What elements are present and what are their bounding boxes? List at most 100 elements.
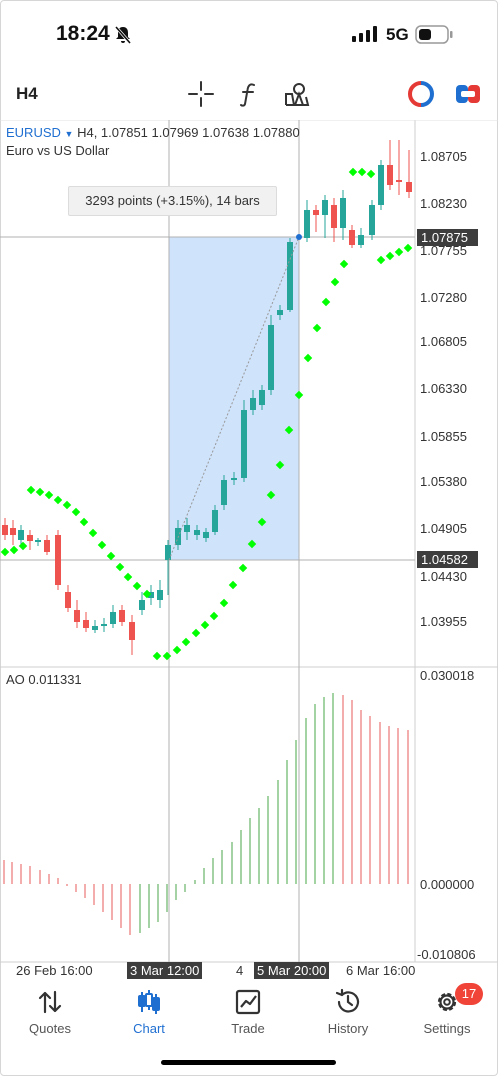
tab-label: Chart <box>133 1021 165 1036</box>
candle-body <box>119 610 125 622</box>
candle-body <box>387 165 393 185</box>
sar-dot <box>348 167 358 177</box>
candle-body <box>83 620 89 628</box>
candle-body <box>110 612 116 624</box>
candle-body <box>139 600 145 610</box>
price-chart[interactable] <box>0 120 498 980</box>
sar-dot <box>275 460 285 470</box>
date-label: 4 <box>236 963 244 978</box>
price-label: 1.05855 <box>420 429 467 444</box>
sar-dot <box>0 547 10 557</box>
candle-body <box>277 310 283 315</box>
sar-dot <box>266 490 276 500</box>
sar-dot <box>339 259 349 269</box>
tab-trade[interactable]: Trade <box>198 980 298 1040</box>
sar-dot <box>62 500 72 510</box>
sar-dot <box>284 425 294 435</box>
sar-dot <box>238 563 248 573</box>
one-click-trading-icon[interactable] <box>407 80 435 108</box>
gear-icon <box>437 992 457 1012</box>
sar-dot <box>376 255 386 265</box>
sar-dot <box>162 651 172 661</box>
tab-label: Trade <box>231 1021 265 1036</box>
sar-dot <box>26 485 36 495</box>
status-bar: 18:24 5G <box>0 0 498 70</box>
sar-dot <box>394 247 404 257</box>
tab-settings[interactable]: Settings <box>397 980 497 1040</box>
candle-body <box>221 480 227 505</box>
indicator-label: AO 0.011331 <box>6 672 82 687</box>
crosshair-date-marker: 5 Mar 20:00 <box>254 962 330 979</box>
cellular-signal-icon <box>352 26 377 42</box>
candle-body <box>165 545 171 560</box>
price-label: 1.04430 <box>420 569 467 584</box>
candle-body <box>27 535 33 541</box>
silent-bell-icon <box>114 26 132 44</box>
symbol-name[interactable]: EURUSD <box>6 125 61 140</box>
date-label: 6 Mar 16:00 <box>346 963 416 978</box>
objects-icon[interactable] <box>283 80 311 108</box>
measure-tooltip: 3293 points (+3.15%), 14 bars <box>68 186 277 216</box>
chart-grid <box>0 120 498 963</box>
trade-icon <box>235 989 261 1015</box>
candlesticks <box>2 140 412 655</box>
function-icon[interactable] <box>235 80 263 108</box>
sar-dot <box>152 651 162 661</box>
candle-body <box>203 532 209 538</box>
measure-selection <box>169 237 299 560</box>
candle-body <box>304 210 310 238</box>
sar-dot <box>172 645 182 655</box>
sar-dot <box>132 581 142 591</box>
current-price-marker: 1.07875 <box>417 229 478 246</box>
candle-body <box>406 182 412 192</box>
sar-dot <box>303 353 313 363</box>
candle-body <box>313 210 319 215</box>
sar-dot <box>330 277 340 287</box>
indicator-level: 0.000000 <box>420 877 475 892</box>
tab-quotes[interactable]: Quotes <box>0 980 100 1040</box>
tab-label: Quotes <box>29 1021 71 1036</box>
candle-body <box>194 530 200 535</box>
history-icon <box>335 988 360 1013</box>
sar-dot <box>191 628 201 638</box>
network-type: 5G <box>386 25 409 44</box>
candle-body <box>340 198 346 228</box>
sar-dot <box>9 545 19 555</box>
candle-body <box>44 540 50 552</box>
candle-body <box>231 478 237 480</box>
candle-body <box>18 530 24 540</box>
tab-history[interactable]: History <box>298 980 398 1040</box>
sar-dot <box>79 517 89 527</box>
price-label: 1.08705 <box>420 149 467 164</box>
candle-body <box>92 626 98 630</box>
symbol-header: EURUSD ▼ H4, 1.07851 1.07969 1.07638 1.0… <box>6 125 300 140</box>
sar-dot <box>294 390 304 400</box>
tab-chart[interactable]: Chart <box>99 980 199 1040</box>
candle-body <box>10 528 16 535</box>
candle-body <box>358 235 364 245</box>
measure-endpoint <box>296 234 302 240</box>
awesome-oscillator-bars <box>3 693 409 935</box>
sar-dot <box>257 517 267 527</box>
candle-body <box>74 610 80 622</box>
timeframe-button[interactable]: H4 <box>16 84 38 103</box>
account-icon[interactable] <box>454 80 482 108</box>
sar-dot <box>219 598 229 608</box>
chart-icon <box>138 990 160 1014</box>
status-time: 18:24 <box>56 22 110 45</box>
indicator-level: -0.010806 <box>417 947 476 962</box>
crosshair-icon[interactable] <box>187 80 215 108</box>
symbol-dropdown-icon[interactable]: ▼ <box>64 129 74 139</box>
candle-body <box>268 325 274 390</box>
battery-icon <box>415 25 453 44</box>
candle-body <box>212 510 218 532</box>
tab-label: History <box>327 1021 369 1036</box>
date-label: 26 Feb 16:00 <box>16 963 93 978</box>
candle-body <box>250 398 256 410</box>
price-label: 1.06330 <box>420 381 467 396</box>
chart-overlays <box>168 234 302 561</box>
candle-body <box>35 540 41 542</box>
candle-body <box>65 592 71 608</box>
candle-body <box>101 624 107 626</box>
crosshair-price-marker: 1.04582 <box>417 551 478 568</box>
